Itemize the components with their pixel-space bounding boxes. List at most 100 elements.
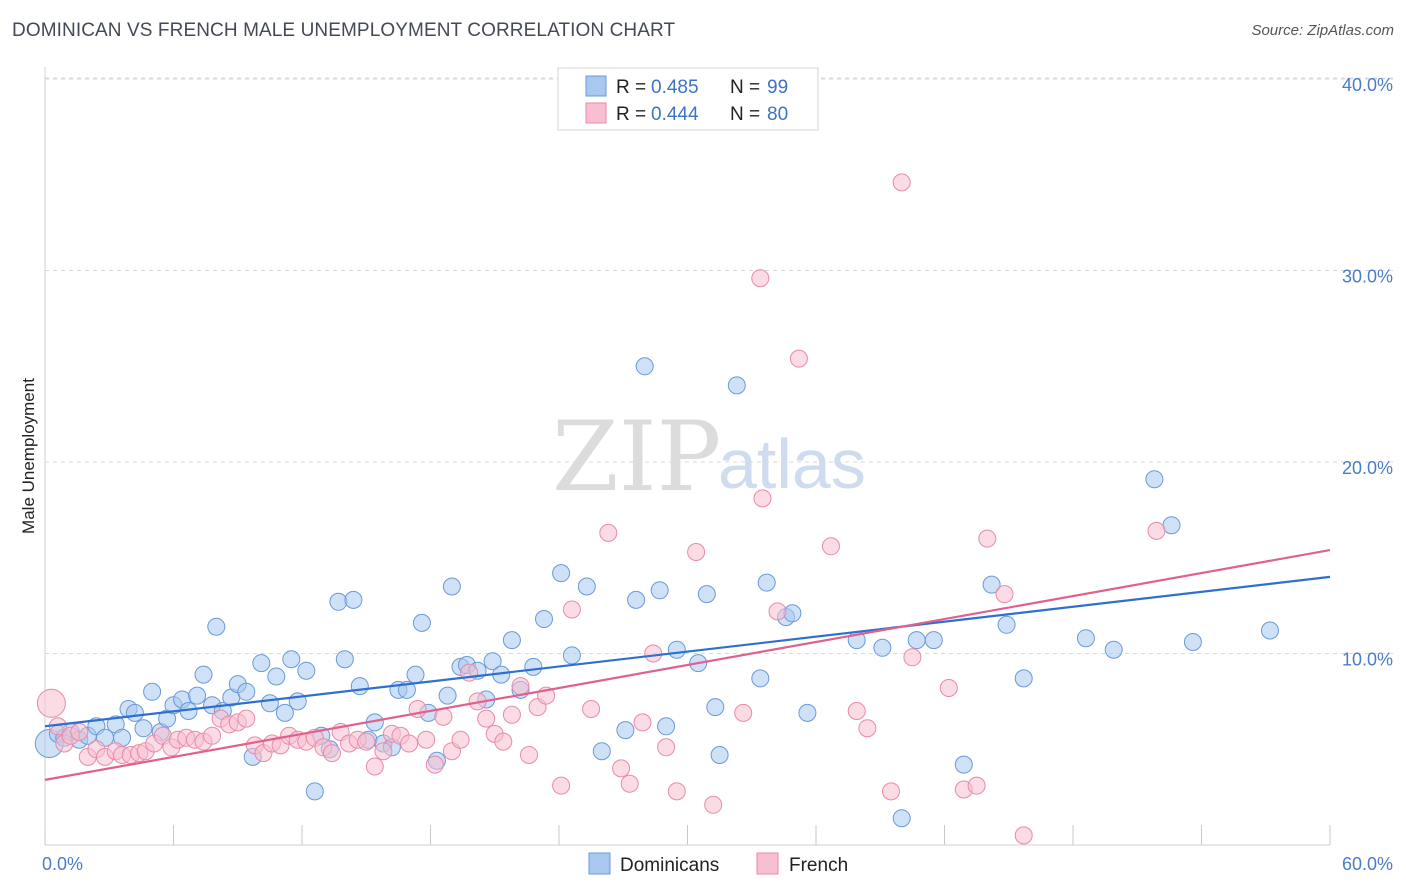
french-point-86 (995, 585, 1014, 604)
french-point-85 (978, 529, 997, 548)
dominicans-point-89 (954, 755, 973, 774)
dominicans-point-87 (907, 631, 926, 650)
french-point-20 (203, 726, 222, 745)
watermark-atlas: atlas (718, 425, 866, 503)
legend-r-label-1: R = (616, 77, 646, 98)
bottom-legend-label-french: French (789, 855, 848, 876)
dominicans-point-80 (757, 573, 776, 592)
dominicans-point-92 (1014, 669, 1033, 688)
dominicans-point-79 (751, 669, 770, 688)
french-point-71 (704, 795, 723, 814)
dominicans-point-65 (562, 646, 581, 665)
bottom-legend-swatch-french (756, 852, 779, 875)
french-point-34 (323, 744, 341, 763)
dominicans-point-49 (412, 613, 431, 632)
dominicans-point-75 (697, 585, 716, 604)
dominicans-point-96 (1162, 516, 1181, 535)
chart-source: Source: ZipAtlas.com (1251, 22, 1394, 39)
french-point-0 (36, 688, 66, 718)
dominicans-point-64 (552, 564, 571, 583)
dominicans-point-41 (350, 677, 369, 696)
french-point-80 (892, 173, 911, 192)
y-axis-label: Male Unemployment (19, 378, 38, 534)
dominicans-point-38 (329, 592, 348, 611)
y-tick-label-30: 30.0% (1342, 267, 1393, 287)
dominicans-point-88 (924, 631, 943, 650)
french-point-75 (789, 349, 808, 368)
dominicans-point-48 (406, 665, 425, 684)
trend-lines (44, 549, 1331, 781)
french-point-54 (494, 732, 513, 751)
french-point-87 (1014, 826, 1033, 845)
dominicans-point-70 (635, 357, 654, 376)
dominicans-point-52 (438, 686, 457, 705)
legend-r-label-2: R = (616, 104, 646, 125)
french-point-4 (70, 723, 89, 741)
dominicans-point-72 (657, 717, 676, 736)
french-point-74 (768, 602, 787, 621)
dominicans-point-53 (442, 577, 461, 596)
dominicans-point-83 (798, 703, 817, 722)
dominicans-point-35 (305, 782, 324, 801)
french-point-52 (477, 709, 496, 728)
y-tick-labels: 10.0% 20.0% 30.0% 40.0% (1342, 75, 1393, 670)
legend-n-label-2: N = (730, 104, 760, 125)
dominicans-point-26 (237, 682, 256, 701)
french-point-70 (687, 543, 706, 561)
legend-r-value-1: 0.485 (651, 77, 699, 98)
dominicans-point-31 (275, 703, 294, 722)
dominicans-point-39 (335, 650, 354, 669)
dominicans-point-76 (706, 698, 725, 717)
dominicans-point-93 (1076, 629, 1095, 648)
dominicans-point-71 (650, 581, 669, 600)
dominicans-point-66 (577, 577, 596, 596)
french-point-82 (939, 679, 958, 697)
dominicans-point-19 (188, 686, 207, 705)
dominicans-point-95 (1145, 470, 1164, 489)
french-point-68 (657, 738, 676, 757)
dominicans-point-28 (252, 654, 271, 673)
french-point-61 (562, 600, 581, 619)
french-point-76 (822, 537, 840, 556)
dominicans-point-30 (267, 667, 286, 686)
french-point-45 (417, 730, 436, 749)
dominicans-point-67 (592, 742, 611, 761)
legend-n-value-2: 80 (767, 104, 788, 125)
bottom-legend-swatch-dominicans (588, 852, 611, 875)
french-point-46 (425, 755, 444, 774)
dominicans-point-60 (502, 631, 521, 650)
dominicans-point-29 (260, 694, 279, 713)
dominicans-point-91 (997, 615, 1016, 634)
legend-r-value-2: 0.444 (651, 104, 699, 125)
x-tick-labels: 0.0% 60.0% (42, 825, 1393, 874)
gridlines (45, 77, 1395, 654)
french-point-81 (903, 648, 922, 667)
watermark-zip: ZIP (552, 401, 721, 513)
french-point-79 (882, 782, 900, 801)
french-point-55 (502, 705, 521, 724)
dominicans-point-73 (667, 640, 686, 659)
french-point-66 (633, 713, 652, 732)
dominicans-point-98 (1261, 621, 1279, 640)
dominicans-point-63 (535, 610, 553, 628)
french-point-89 (751, 269, 770, 288)
bottom-legend: Dominicans French (588, 852, 848, 876)
french-point-69 (667, 782, 686, 801)
dominicans-point-58 (483, 652, 502, 671)
legend-swatch-dominicans (585, 75, 607, 97)
legend-n-label-1: N = (730, 77, 760, 98)
french-point-56 (511, 677, 530, 696)
french-point-40 (374, 742, 393, 761)
y-tick-label-40: 40.0% (1342, 75, 1393, 95)
legend-swatch-french (585, 102, 607, 124)
french-point-72 (734, 703, 753, 722)
dominicans-point-20 (194, 665, 213, 684)
dominicans-point-94 (1104, 640, 1123, 659)
dominicans-point-34 (297, 661, 316, 680)
french-point-78 (858, 719, 877, 738)
french-point-39 (365, 757, 384, 776)
dominicans-point-22 (207, 617, 226, 636)
chart-title: DOMINICAN VS FRENCH MALE UNEMPLOYMENT CO… (12, 20, 676, 41)
dominicans-point-85 (873, 638, 892, 657)
